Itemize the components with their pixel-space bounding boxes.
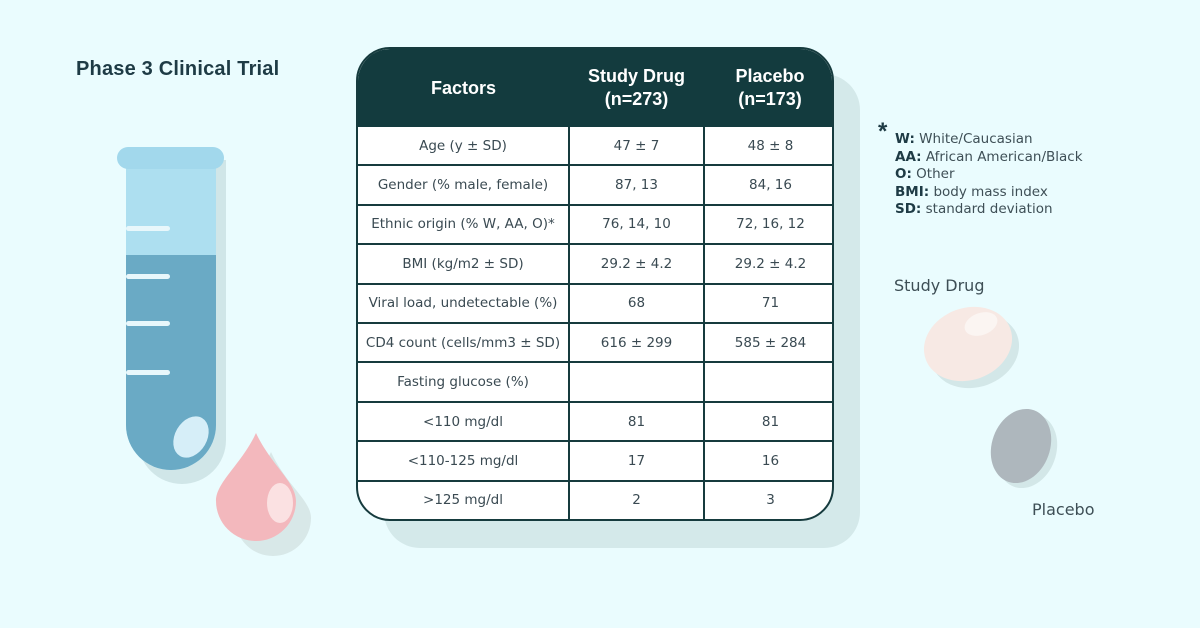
study-drug-cell: 2 — [568, 479, 705, 519]
factor-cell: Age (y ± SD) — [358, 127, 570, 167]
placebo-cell: 585 ± 284 — [703, 321, 832, 364]
table-row: Age (y ± SD) 47 ± 7 48 ± 8 — [358, 127, 832, 167]
study-drug-pill-icon — [923, 306, 1020, 389]
placebo-pill-label: Placebo — [1032, 500, 1095, 519]
placebo-cell — [703, 361, 832, 403]
blood-drop-icon — [216, 433, 311, 556]
demographics-table: Factors Study Drug (n=273) Placebo (n=17… — [356, 47, 834, 521]
factor-cell: <110-125 mg/dl — [358, 440, 570, 482]
study-drug-cell — [568, 361, 705, 403]
placebo-cell: 48 ± 8 — [703, 127, 832, 167]
factor-cell: Gender (% male, female) — [358, 164, 570, 206]
page-title: Phase 3 Clinical Trial — [76, 58, 280, 80]
table-row: Gender (% male, female) 87, 13 84, 16 — [358, 164, 832, 206]
test-tube-icon — [117, 147, 226, 484]
table-row: >125 mg/dl 2 3 — [358, 479, 832, 519]
header-study-drug: Study Drug (n=273) — [569, 49, 704, 127]
table-row: Fasting glucose (%) — [358, 361, 832, 403]
table-header-row: Factors Study Drug (n=273) Placebo (n=17… — [358, 49, 832, 127]
factor-cell: Ethnic origin (% W, AA, O)* — [358, 203, 570, 246]
footnote-definition: African American/Black — [925, 148, 1083, 165]
factor-cell: CD4 count (cells/mm3 ± SD) — [358, 321, 570, 364]
footnote-key: AA: — [895, 148, 922, 165]
footnote-key: SD: — [895, 201, 922, 218]
factor-cell: >125 mg/dl — [358, 479, 570, 519]
placebo-cell: 72, 16, 12 — [703, 203, 832, 246]
factor-cell: Fasting glucose (%) — [358, 361, 570, 403]
study-drug-cell: 47 ± 7 — [568, 127, 705, 167]
study-drug-pill-label: Study Drug — [894, 276, 985, 295]
footnote-item: O: Other — [895, 166, 1155, 184]
table-row: BMI (kg/m2 ± SD) 29.2 ± 4.2 29.2 ± 4.2 — [358, 243, 832, 285]
footnote-item: SD: standard deviation — [895, 201, 1155, 219]
placebo-cell: 3 — [703, 479, 832, 519]
placebo-cell: 81 — [703, 400, 832, 443]
footnote-key: BMI: — [895, 183, 930, 200]
footnote-item: W: White/Caucasian — [895, 131, 1155, 149]
footnote-key: W: — [895, 131, 915, 147]
study-drug-cell: 76, 14, 10 — [568, 203, 705, 246]
footnote-definition: body mass index — [933, 183, 1048, 200]
study-drug-cell: 81 — [568, 400, 705, 443]
header-factors: Factors — [358, 49, 569, 127]
table-row: Viral load, undetectable (%) 68 71 — [358, 282, 832, 324]
table-row: Ethnic origin (% W, AA, O)* 76, 14, 10 7… — [358, 203, 832, 246]
factor-cell: Viral load, undetectable (%) — [358, 282, 570, 324]
footnote-key: O: — [895, 166, 912, 183]
study-drug-cell: 87, 13 — [568, 164, 705, 206]
placebo-cell: 71 — [703, 282, 832, 324]
header-placebo: Placebo (n=173) — [704, 49, 832, 127]
footnote-definition: Other — [916, 166, 955, 183]
placebo-cell: 16 — [703, 440, 832, 482]
placebo-cell: 29.2 ± 4.2 — [703, 243, 832, 285]
footnote-item: BMI: body mass index — [895, 184, 1155, 202]
placebo-pill-icon — [990, 408, 1058, 489]
factor-cell: BMI (kg/m2 ± SD) — [358, 243, 570, 285]
table-row: <110 mg/dl 81 81 — [358, 400, 832, 443]
table-row: CD4 count (cells/mm3 ± SD) 616 ± 299 585… — [358, 321, 832, 364]
study-drug-cell: 68 — [568, 282, 705, 324]
footnote-item: AA: African American/Black — [895, 149, 1155, 167]
footnote-definition: standard deviation — [925, 201, 1053, 218]
footnote-list: W: White/Caucasian AA: African American/… — [895, 131, 1155, 219]
factor-cell: <110 mg/dl — [358, 400, 570, 443]
table-row: <110-125 mg/dl 17 16 — [358, 440, 832, 482]
study-drug-cell: 616 ± 299 — [568, 321, 705, 364]
study-drug-cell: 17 — [568, 440, 705, 482]
footnote-definition: White/Caucasian — [919, 131, 1033, 147]
placebo-cell: 84, 16 — [703, 164, 832, 206]
study-drug-cell: 29.2 ± 4.2 — [568, 243, 705, 285]
footnote-marker: * — [878, 118, 888, 145]
